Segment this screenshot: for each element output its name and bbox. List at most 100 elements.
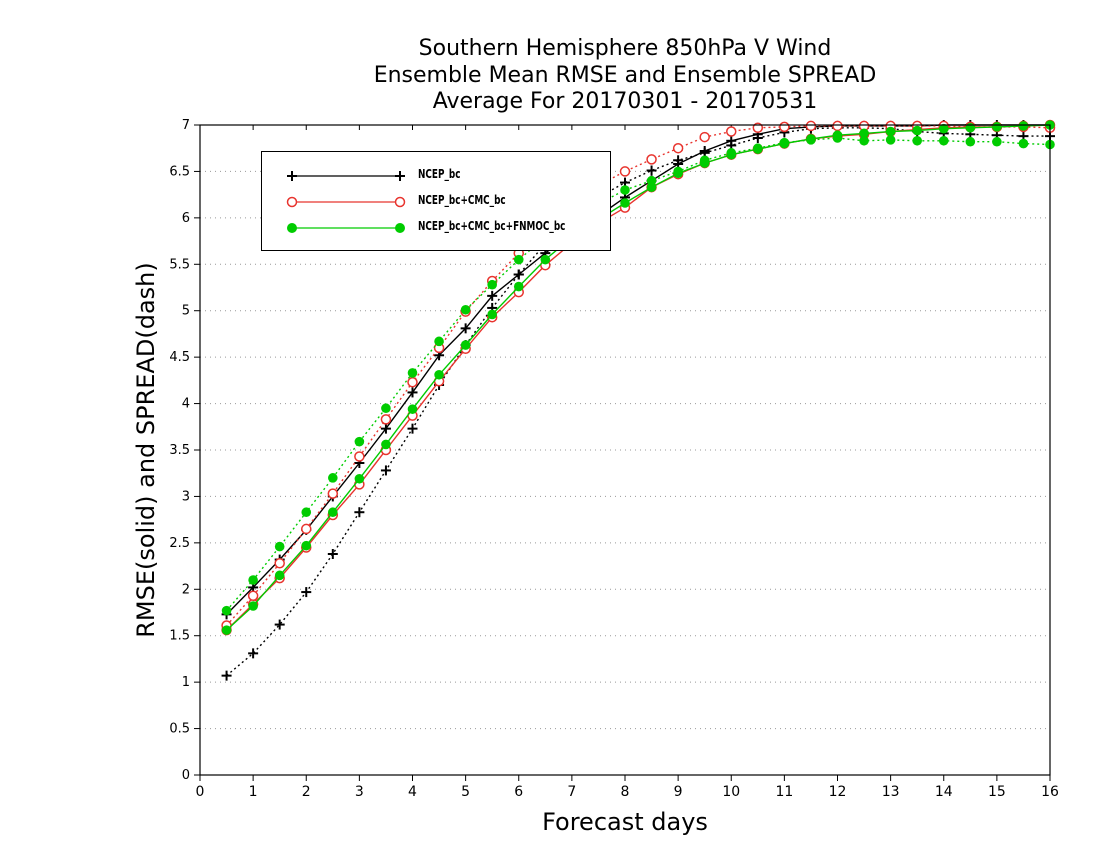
y-tick-label: 4.5 xyxy=(169,350,190,365)
data-point xyxy=(354,451,365,462)
data-point xyxy=(380,414,392,425)
data-point xyxy=(407,376,418,388)
data-point xyxy=(912,135,922,146)
data-point xyxy=(992,122,1002,132)
x-tick-label: 16 xyxy=(1041,784,1059,800)
x-tick-label: 13 xyxy=(882,784,900,800)
y-tick-label: 1.5 xyxy=(169,629,190,644)
data-point xyxy=(274,570,285,581)
data-point xyxy=(938,135,949,146)
data-point xyxy=(407,368,418,378)
chart-title-line-2: Ensemble Mean RMSE and Ensemble SPREAD xyxy=(373,63,877,88)
data-point xyxy=(753,143,763,154)
x-tick-label: 11 xyxy=(775,784,793,800)
data-point xyxy=(328,473,338,483)
data-point xyxy=(247,590,259,602)
data-point xyxy=(672,142,684,154)
y-axis-label: RMSE(solid) and SPREAD(dash) xyxy=(132,262,160,638)
data-point xyxy=(381,439,391,450)
data-point xyxy=(1018,138,1029,149)
legend-item-ncep-cmc: NCEP_bc+CMC_bc xyxy=(262,190,610,214)
y-tick-label: 3 xyxy=(182,489,190,504)
x-tick-label: 15 xyxy=(988,784,1006,800)
y-tick-label: 3.5 xyxy=(169,443,190,458)
data-point xyxy=(938,123,949,134)
data-point xyxy=(301,507,312,518)
data-point xyxy=(487,309,497,320)
data-point xyxy=(779,137,790,148)
y-tick-label: 2 xyxy=(182,582,190,597)
data-point xyxy=(540,254,551,265)
legend-swatch-plus-icon xyxy=(287,171,405,181)
data-point xyxy=(221,605,232,616)
data-point xyxy=(699,131,710,143)
legend-item-ncep-bc: NCEP_bc xyxy=(262,164,610,188)
data-point xyxy=(354,473,365,484)
y-tick-label: 0 xyxy=(182,768,190,783)
data-point xyxy=(248,601,258,611)
x-tick-label: 12 xyxy=(829,784,847,800)
data-point xyxy=(992,136,1002,147)
legend-item-ncep-cmc-fnmoc: NCEP_bc+CMC_bc+FNMOC_bc xyxy=(262,216,610,240)
data-point xyxy=(832,133,843,143)
x-tick-label: 4 xyxy=(408,784,417,800)
x-tick-label: 2 xyxy=(302,784,311,800)
data-point xyxy=(487,279,497,290)
x-tick-label: 5 xyxy=(461,784,470,800)
data-point xyxy=(805,120,817,132)
data-point xyxy=(620,185,630,195)
data-point xyxy=(381,403,391,414)
data-point xyxy=(832,120,843,132)
data-point xyxy=(327,488,339,499)
data-point xyxy=(779,121,790,133)
data-point xyxy=(460,340,471,350)
data-point xyxy=(513,281,524,292)
y-tick-label: 6 xyxy=(182,211,190,226)
data-point xyxy=(301,523,312,535)
x-tick-label: 8 xyxy=(621,784,630,800)
y-tick-label: 6.5 xyxy=(169,164,190,179)
y-tick-label: 1 xyxy=(182,675,190,690)
data-point xyxy=(726,148,737,158)
x-tick-label: 6 xyxy=(514,784,523,800)
data-point xyxy=(699,155,710,166)
data-point xyxy=(274,558,285,569)
legend-label: NCEP_bc xyxy=(418,167,461,181)
y-tick-label: 4 xyxy=(182,397,190,412)
legend: NCEP_bc NCEP_bc+CMC_bc NCEP_bc+CMC_bc+FN… xyxy=(261,151,611,251)
x-tick-label: 10 xyxy=(722,784,740,800)
data-point xyxy=(328,507,338,518)
data-point xyxy=(885,126,896,137)
data-point xyxy=(407,404,418,414)
data-point xyxy=(248,575,258,585)
data-point xyxy=(673,166,683,177)
y-tick-label: 2.5 xyxy=(169,536,190,551)
x-tick-label: 3 xyxy=(355,784,364,800)
data-point xyxy=(859,135,869,146)
x-tick-label: 0 xyxy=(196,784,205,800)
legend-swatch-dot-icon xyxy=(287,223,405,233)
y-tick-label: 5 xyxy=(182,304,190,319)
x-axis-label: Forecast days xyxy=(542,808,708,836)
data-point xyxy=(912,125,922,136)
data-point xyxy=(726,126,737,137)
data-point xyxy=(646,175,657,186)
x-tick-label: 9 xyxy=(674,784,683,800)
legend-label: NCEP_bc+CMC_bc xyxy=(418,193,506,207)
data-point xyxy=(646,154,657,165)
legend-swatch-circle-icon xyxy=(286,196,406,208)
data-point xyxy=(620,198,630,208)
data-point xyxy=(301,540,312,551)
data-point xyxy=(274,541,285,552)
y-tick-label: 5.5 xyxy=(169,257,190,272)
legend-label: NCEP_bc+CMC_bc+FNMOC_bc xyxy=(418,219,566,233)
data-point xyxy=(434,369,444,380)
y-tick-label: 7 xyxy=(182,118,190,133)
data-point xyxy=(434,336,444,347)
data-point xyxy=(806,135,816,145)
chart-title-line-1: Southern Hemisphere 850hPa V Wind xyxy=(418,36,832,61)
chart-title-line-3: Average For 20170301 - 20170531 xyxy=(432,89,818,114)
data-point xyxy=(885,135,896,145)
data-point xyxy=(354,436,365,447)
data-point xyxy=(513,254,524,265)
